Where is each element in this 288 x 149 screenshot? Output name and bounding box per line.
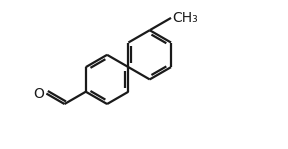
Text: CH₃: CH₃ <box>172 11 198 25</box>
Text: O: O <box>33 87 44 101</box>
